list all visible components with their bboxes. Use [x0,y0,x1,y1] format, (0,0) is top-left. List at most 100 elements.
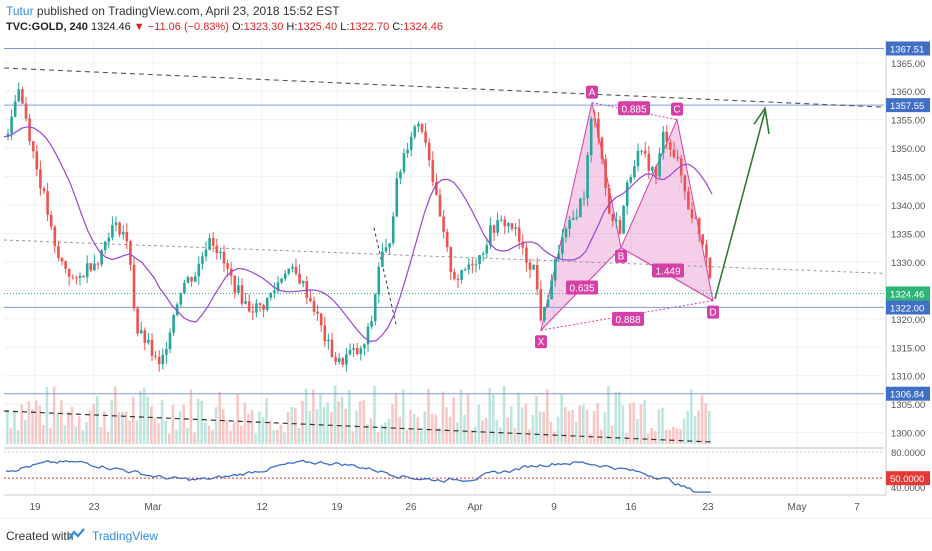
candle-down [427,142,431,161]
x-tick-label: Apr [467,502,483,513]
volume-bar [236,394,239,444]
volume-bar [70,406,74,444]
candle-up [579,198,582,218]
volume-bar [214,407,218,444]
candle-down [593,118,597,120]
volume-bar [639,404,643,444]
point-marker [586,85,598,99]
volume-bar [96,396,99,444]
candle-down [53,226,57,247]
candle-down [251,311,255,313]
volume-bar [193,432,196,444]
candle-down [262,305,265,310]
rsi-tick-label: 40.0000 [891,483,925,494]
candle-up [219,251,222,254]
publish-info: published on TradingView.com, April 23, … [36,4,340,18]
volume-bar [265,398,268,444]
price-chart[interactable]: X A B C D 0.885 0.635 1.449 0.888 1300.00 1305.00… [0,40,932,518]
volume-bar [351,431,355,444]
candle-down [643,150,647,154]
volume-bar [189,389,193,444]
wedge-line [373,227,397,325]
candle-up [568,219,571,229]
volume-bar [34,400,38,444]
volume-bar [132,396,135,444]
point-label: D [709,308,716,319]
candle-up [489,225,492,246]
candle-down [71,276,75,278]
candle-down [503,219,507,227]
candle-up [496,220,499,233]
candle-down [49,214,53,227]
symbol-label[interactable]: TVC:GOLD, 240 [6,21,88,33]
price-tag [886,41,930,56]
volume-bar [63,425,67,444]
time-axis[interactable]: 19 23 Mar 12 19 26 Apr 9 16 23 May 7 [4,494,886,513]
volume-bar [510,406,513,444]
ratio-label: 0.885 [621,104,646,115]
volume-bar [567,410,571,444]
candle-down [330,339,334,358]
last-price: 1324.46 [90,21,131,33]
candle-down [31,141,35,152]
volume-bar [110,399,113,444]
price-tag-label: 1306.84 [890,390,924,401]
candle-down [21,89,24,104]
volume-bar [456,422,459,444]
candle-up [363,344,366,349]
volume-bar [430,413,434,444]
volume-bar [78,416,81,444]
ma-line [3,126,713,342]
volume-bar [103,411,106,444]
candle-down [683,175,687,192]
down-arrow-icon: ▼ [133,21,145,33]
candle-down [334,357,337,362]
candle-down [157,356,161,365]
candle-down [323,325,327,342]
harmonic-pattern[interactable] [540,102,714,332]
arrow-head-icon [753,106,770,135]
volume-bar [643,399,646,444]
high-label: H: [286,21,298,33]
trend-lines[interactable] [3,47,885,443]
volume-bar [20,404,23,444]
candle-up [100,250,103,265]
volume-bar [366,423,369,444]
candle-down [215,245,219,254]
volume-bar [99,427,103,444]
open-label: O: [231,21,244,33]
candle-down [118,222,121,235]
candle-down [46,191,49,215]
volume-bar [513,427,517,444]
candle-up [474,264,478,266]
x-tick-label: 19 [29,502,41,513]
candle-up [658,153,661,177]
y-tick-label: 1310.00 [891,372,925,383]
symbol-line: TVC:GOLD, 240 1324.46 ▼ −11.06 (−0.83%) … [6,21,443,33]
point-marker [671,102,683,116]
candle-down [96,263,100,265]
pattern-point-x: X [535,335,547,349]
tradingview-brand-link[interactable]: TradingView [92,529,159,543]
volume-bar [60,400,63,444]
candle-up [561,237,564,254]
candle-down [35,151,39,170]
volume-bar [297,427,301,444]
volume-bar [290,407,293,444]
y-tick-label: 1305.00 [891,400,925,411]
volume-bar [412,413,416,444]
point-label: C [673,105,680,116]
author-link[interactable]: Tutur [6,4,34,18]
volume-bar [560,393,563,444]
candle-up [373,294,377,322]
candle-up [629,177,633,183]
candle-down [247,301,251,312]
price-axis[interactable]: 1300.001305.001310.001315.001320.001325.… [885,40,930,495]
candle-down [705,244,708,258]
candle-up [388,243,391,248]
x-tick-label: 23 [702,502,714,513]
ratio-label: 1.449 [655,266,680,277]
volume-bar [286,412,290,444]
candle-down [597,118,600,138]
rsi-tick-label: 80.0000 [891,448,925,459]
